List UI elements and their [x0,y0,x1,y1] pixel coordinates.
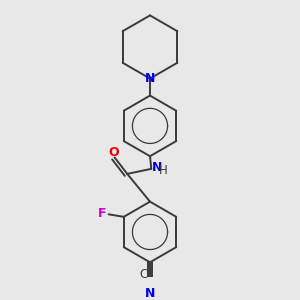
Text: H: H [159,164,168,177]
Text: F: F [98,206,106,220]
Text: O: O [108,146,119,159]
Text: N: N [152,161,162,174]
Text: N: N [145,287,155,300]
Text: N: N [145,72,155,85]
Text: C: C [140,268,148,281]
